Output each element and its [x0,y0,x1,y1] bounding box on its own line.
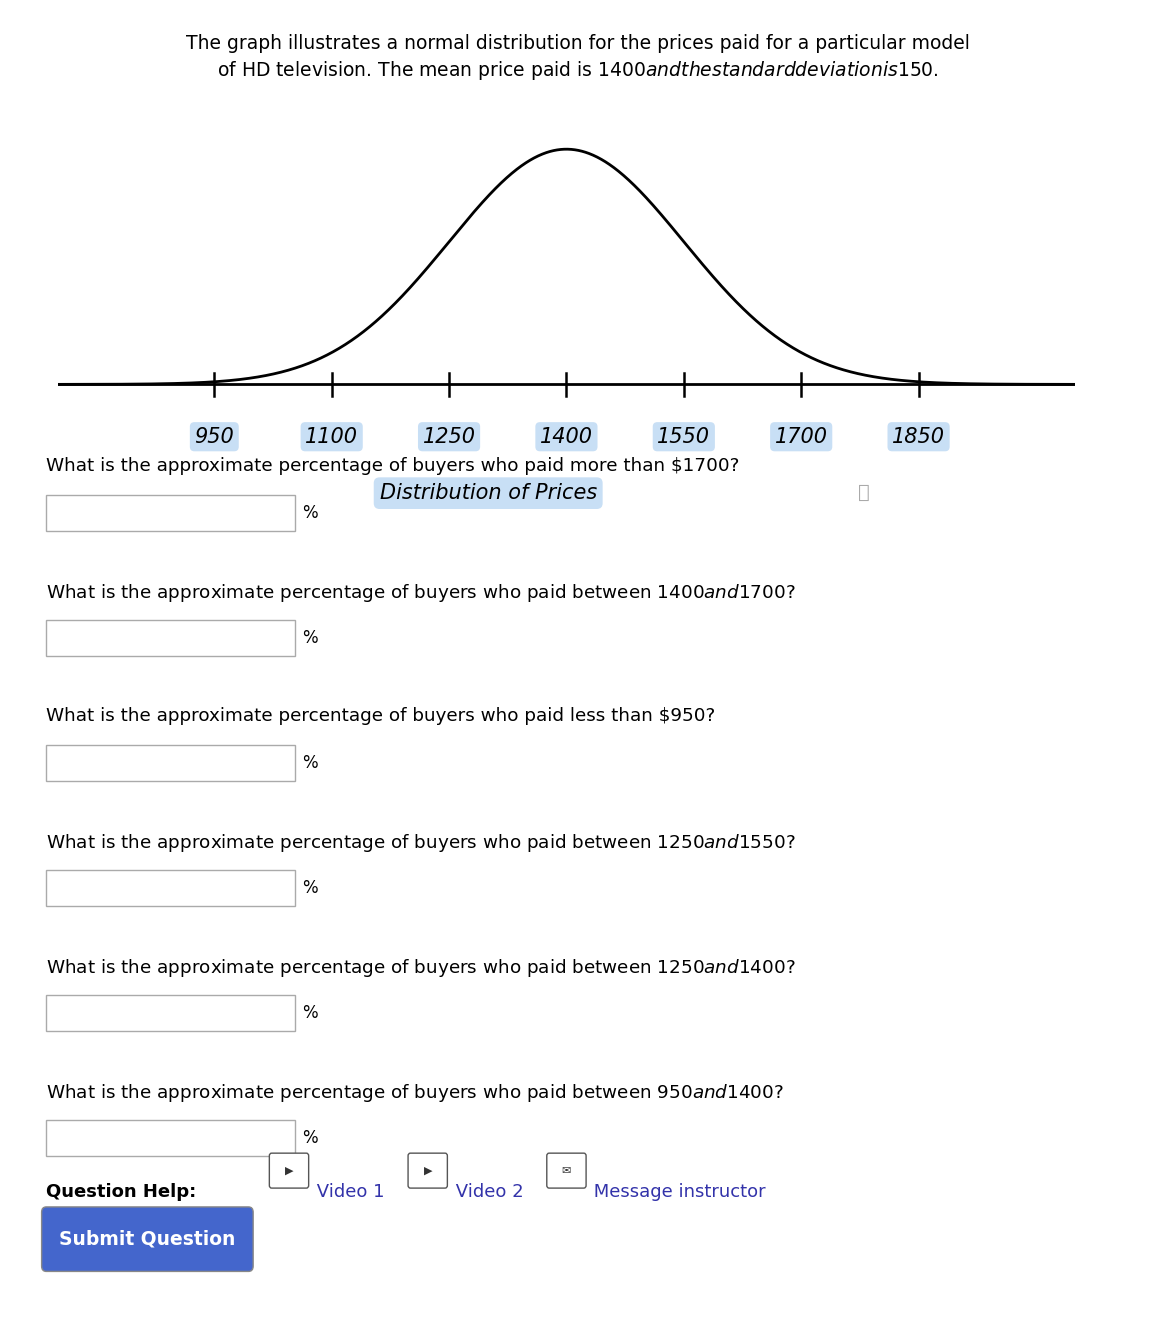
Text: %: % [302,629,318,646]
Text: %: % [302,1004,318,1021]
Text: ▶: ▶ [284,1165,294,1176]
Text: %: % [302,754,318,771]
Text: What is the approximate percentage of buyers who paid more than $1700?: What is the approximate percentage of bu… [46,457,740,474]
Text: What is the approximate percentage of buyers who paid between $950 and $1400?: What is the approximate percentage of bu… [46,1082,784,1103]
Text: 1700: 1700 [775,427,828,446]
Text: Video 2: Video 2 [450,1183,524,1200]
Text: ▶: ▶ [423,1165,432,1176]
Text: The graph illustrates a normal distribution for the prices paid for a particular: The graph illustrates a normal distribut… [186,34,970,82]
Text: Video 1: Video 1 [311,1183,385,1200]
Text: 950: 950 [194,427,235,446]
Text: Message instructor: Message instructor [588,1183,766,1200]
Text: 1250: 1250 [423,427,475,446]
Text: Distribution of Prices: Distribution of Prices [379,484,596,503]
Text: What is the approximate percentage of buyers who paid between $1400 and $1700?: What is the approximate percentage of bu… [46,582,795,603]
Text: Question Help:: Question Help: [46,1183,197,1200]
Text: 1100: 1100 [305,427,358,446]
Text: What is the approximate percentage of buyers who paid between $1250 and $1400?: What is the approximate percentage of bu… [46,957,795,978]
Text: %: % [302,879,318,896]
Text: %: % [302,504,318,521]
Text: 1550: 1550 [658,427,710,446]
Text: 🔍: 🔍 [858,484,869,503]
Text: 1400: 1400 [540,427,593,446]
Text: What is the approximate percentage of buyers who paid less than $950?: What is the approximate percentage of bu… [46,707,716,724]
Text: %: % [302,1129,318,1146]
Text: What is the approximate percentage of buyers who paid between $1250 and $1550?: What is the approximate percentage of bu… [46,832,795,853]
Text: Submit Question: Submit Question [59,1230,236,1249]
Text: ✉: ✉ [562,1165,571,1176]
Text: 1850: 1850 [892,427,946,446]
